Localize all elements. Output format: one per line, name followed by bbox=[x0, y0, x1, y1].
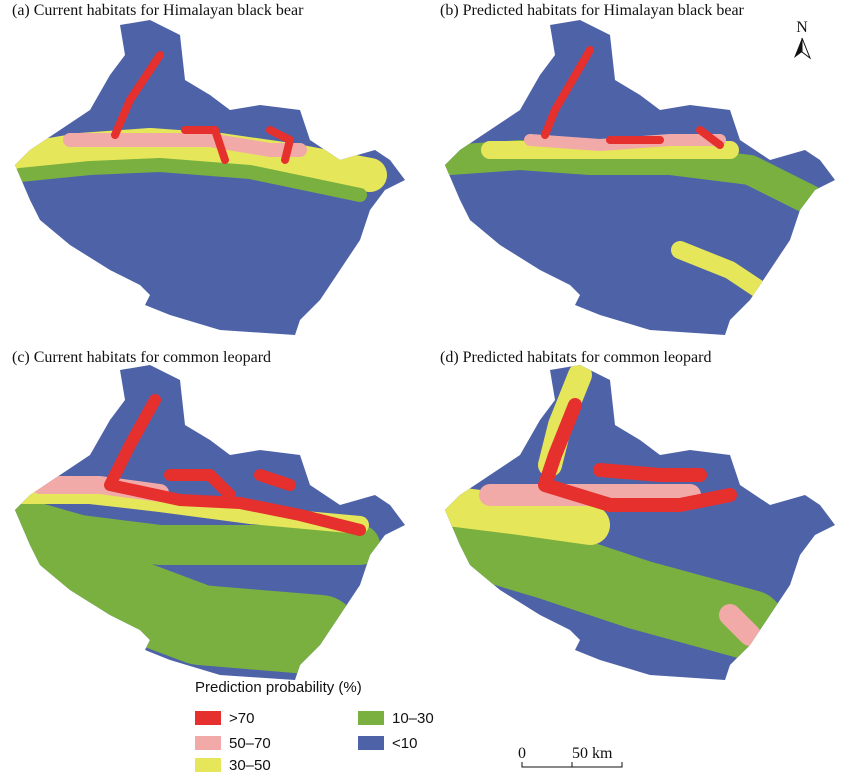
north-arrow: N bbox=[794, 19, 812, 60]
panel-title: (b) Predicted habitats for Himalayan bla… bbox=[440, 2, 745, 19]
scale-label: 50 km bbox=[572, 745, 613, 762]
map-panel bbox=[15, 20, 405, 335]
legend-title: Prediction probability (%) bbox=[195, 679, 362, 696]
map-panel bbox=[15, 365, 405, 680]
legend-swatch bbox=[195, 736, 221, 750]
legend-label: <10 bbox=[392, 735, 417, 752]
legend-swatch bbox=[195, 711, 221, 725]
legend-swatch bbox=[195, 758, 221, 772]
panel-title: (d) Predicted habitats for common leopar… bbox=[440, 349, 711, 366]
scale-bar: 0 50 km bbox=[518, 745, 623, 768]
legend: >70 50–70 30–50 10–30 <10 bbox=[195, 710, 434, 774]
panel-title: (c) Current habitats for common leopard bbox=[12, 349, 271, 366]
legend-swatch bbox=[358, 711, 384, 725]
legend-label: 30–50 bbox=[229, 757, 271, 773]
map-panel bbox=[445, 20, 835, 335]
panel-title: (a) Current habitats for Himalayan black… bbox=[12, 2, 304, 19]
legend-label: 10–30 bbox=[392, 710, 434, 727]
north-label: N bbox=[796, 19, 808, 36]
map-panel bbox=[445, 365, 835, 680]
legend-label: >70 bbox=[229, 710, 254, 727]
legend-label: 50–70 bbox=[229, 735, 271, 752]
legend-swatch bbox=[358, 736, 384, 750]
scale-label: 0 bbox=[518, 745, 526, 762]
